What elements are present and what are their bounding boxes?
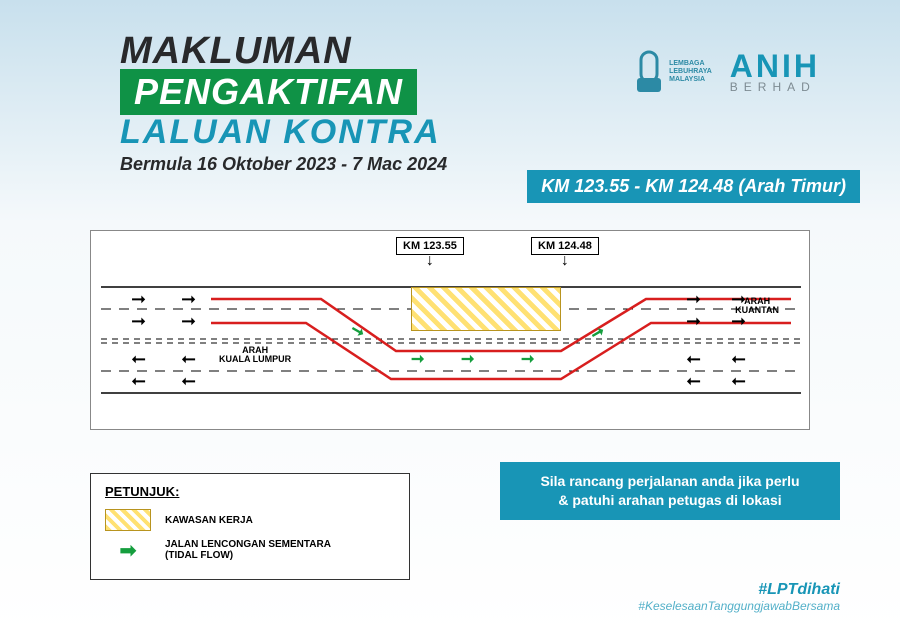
title-dates: Bermula 16 Oktober 2023 - 7 Mac 2024 [120, 154, 447, 175]
llm-logo: LEMBAGA LEBUHRAYA MALAYSIA [635, 50, 712, 94]
llm-icon [635, 50, 663, 94]
flow-arrow-icon: ➞ [686, 349, 701, 370]
flow-arrow-icon: ➞ [131, 371, 146, 392]
legend-title: PETUNJUK: [105, 484, 395, 499]
hashtag-1: #LPTdihati [638, 581, 840, 599]
dir-label-west: ARAH KUALA LUMPUR [219, 346, 291, 365]
legend-workzone-swatch [105, 509, 151, 531]
work-zone [411, 287, 561, 331]
legend-row-workzone: KAWASAN KERJA [105, 509, 395, 531]
title-line2: PENGAKTIFAN [134, 71, 403, 112]
flow-arrow-icon: ➞ [181, 311, 196, 332]
legend-row-tidal: ➡ JALAN LENCONGAN SEMENTARA (TIDAL FLOW) [105, 539, 395, 561]
anih-bottom: BERHAD [730, 82, 820, 93]
title-line1: MAKLUMAN [120, 30, 447, 73]
tidal-arrow-icon: ➞ [411, 349, 424, 369]
road-lines [91, 231, 811, 431]
hashtags: #LPTdihati #KeselesaanTanggungjawabBersa… [638, 581, 840, 613]
dir-label-east: ARAH KUANTAN [735, 297, 779, 316]
diagram-container: KM 123.55 ↓ KM 124.48 ↓ ➞ [90, 230, 810, 430]
flow-arrow-icon: ➞ [731, 371, 746, 392]
anih-logo: ANIH BERHAD [730, 51, 820, 93]
legend-box: PETUNJUK: KAWASAN KERJA ➡ JALAN LENCONGA… [90, 473, 410, 580]
flow-arrow-icon: ➞ [131, 311, 146, 332]
flow-arrow-icon: ➞ [131, 349, 146, 370]
notice-line2: & patuhi arahan petugas di lokasi [508, 491, 832, 510]
llm-text: LEMBAGA LEBUHRAYA MALAYSIA [669, 60, 712, 83]
flow-arrow-icon: ➞ [181, 371, 196, 392]
legend-tidal-arrow-icon: ➡ [105, 539, 151, 561]
title-line3: LALUAN KONTRA [120, 113, 447, 152]
flow-arrow-icon: ➞ [731, 349, 746, 370]
flow-arrow-icon: ➞ [181, 349, 196, 370]
flow-arrow-icon: ➞ [686, 289, 701, 310]
header-block: MAKLUMAN PENGAKTIFAN LALUAN KONTRA Bermu… [120, 30, 447, 175]
flow-arrow-icon: ➞ [181, 289, 196, 310]
hashtag-2: #KeselesaanTanggungjawabBersama [638, 599, 840, 613]
title-line2-wrap: PENGAKTIFAN [120, 69, 417, 115]
road-diagram: KM 123.55 ↓ KM 124.48 ↓ ➞ [91, 231, 809, 429]
flow-arrow-icon: ➞ [131, 289, 146, 310]
anih-top: ANIH [730, 51, 820, 81]
flow-arrow-icon: ➞ [686, 311, 701, 332]
flow-arrow-icon: ➞ [686, 371, 701, 392]
notice-line1: Sila rancang perjalanan anda jika perlu [508, 472, 832, 491]
notice-box: Sila rancang perjalanan anda jika perlu … [500, 462, 840, 520]
tidal-arrow-icon: ➞ [461, 349, 474, 369]
logos: LEMBAGA LEBUHRAYA MALAYSIA ANIH BERHAD [635, 50, 820, 94]
km-badge: KM 123.55 - KM 124.48 (Arah Timur) [527, 170, 860, 203]
tidal-arrow-icon: ➞ [521, 349, 534, 369]
